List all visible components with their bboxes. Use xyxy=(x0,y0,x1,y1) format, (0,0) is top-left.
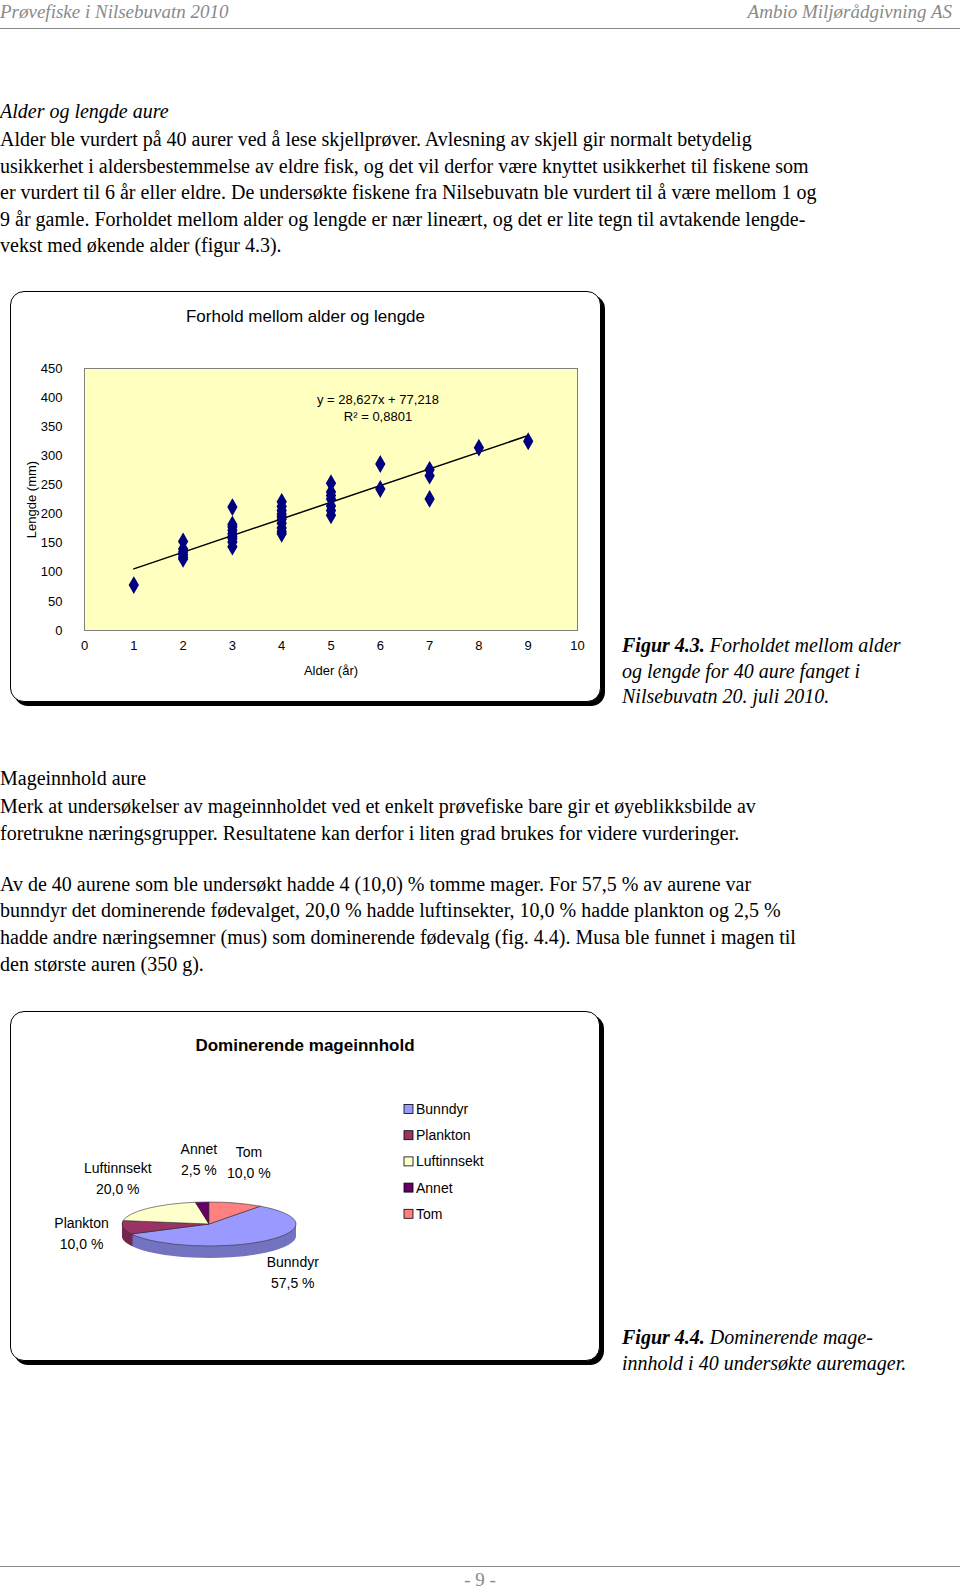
html-text:Prøvefiske i Nilsebuvatn 2010: Prøvefiske i Nilsebuvatn 2010 xyxy=(0,1,229,22)
svg-text:3: 3 xyxy=(229,638,236,653)
svg-text:200: 200 xyxy=(41,506,63,521)
svg-text:Plankton: Plankton xyxy=(416,1127,470,1143)
svg-text:Bunndyr57,5 %: Bunndyr57,5 % xyxy=(267,1254,319,1291)
svg-text:0: 0 xyxy=(55,623,62,638)
svg-text:Annet: Annet xyxy=(416,1180,453,1196)
html-text:Av de 40 aurene som ble unders: Av de 40 aurene som ble undersøkt hadde … xyxy=(0,872,752,895)
html-text:usikkerhet i aldersbestemmelse: usikkerhet i aldersbestemmelse av eldre … xyxy=(0,154,809,177)
svg-text:5: 5 xyxy=(327,638,334,653)
svg-text:100: 100 xyxy=(41,564,63,579)
svg-text:0: 0 xyxy=(81,638,88,653)
svg-text:250: 250 xyxy=(41,477,63,492)
svg-text:2: 2 xyxy=(179,638,186,653)
html-text:Figur 4.3. Forholdet mellom al: Figur 4.3. Forholdet mellom alder xyxy=(622,634,901,656)
html-text:hadde andre næringsemner (mus): hadde andre næringsemner (mus) som domin… xyxy=(0,926,796,948)
svg-text:Tom: Tom xyxy=(416,1206,442,1222)
svg-text:Alder (år): Alder (år) xyxy=(304,663,358,678)
svg-text:350: 350 xyxy=(41,419,63,434)
html-text:vekst med økende alder (figur: vekst med økende alder (figur 4.3). xyxy=(0,234,282,257)
html-text:Nilsebuvatn 20. juli 2010.: Nilsebuvatn 20. juli 2010. xyxy=(622,685,830,707)
svg-text:8: 8 xyxy=(475,638,482,653)
svg-text:1: 1 xyxy=(130,638,137,653)
svg-text:7: 7 xyxy=(426,638,433,653)
html-text:Alder ble vurdert på 40 aurer: Alder ble vurdert på 40 aurer ved å lese… xyxy=(0,128,752,150)
html-text:og lengde for 40 aure fanget i: og lengde for 40 aure fanget i xyxy=(622,659,861,682)
html-text:R² = 0,8801: R² = 0,8801 xyxy=(343,409,413,424)
svg-text:50: 50 xyxy=(48,594,62,609)
html-text:Ambio Miljørådgivning AS: Ambio Miljørådgivning AS xyxy=(747,1,952,22)
html-text:- 9 -: - 9 - xyxy=(464,1569,496,1589)
html-text:Forhold mellom alder og lengde: Forhold mellom alder og lengde xyxy=(186,307,425,326)
svg-text:Lengde (mm): Lengde (mm) xyxy=(24,461,39,538)
svg-text:400: 400 xyxy=(41,390,63,405)
svg-text:Luftinnsekt20,0 %: Luftinnsekt20,0 % xyxy=(84,1160,152,1197)
svg-text:Luftinnsekt: Luftinnsekt xyxy=(416,1153,484,1169)
html-text:er vurdert til 6 år eller eldr: er vurdert til 6 år eller eldre. De unde… xyxy=(0,181,817,204)
html-text:y = 28,627x + 77,218: y = 28,627x + 77,218 xyxy=(316,392,440,407)
svg-text:4: 4 xyxy=(278,638,285,653)
html-text:9 år gamle. Forholdet mellom a: 9 år gamle. Forholdet mellom alder og le… xyxy=(0,207,806,230)
svg-text:9: 9 xyxy=(525,638,532,653)
svg-text:10: 10 xyxy=(570,638,584,653)
html-text:Dominerende mageinnhold: Dominerende mageinnhold xyxy=(195,1036,415,1055)
html-text:innhold i 40 undersøkte aurema: innhold i 40 undersøkte auremager. xyxy=(622,1351,907,1374)
html-text:Alder og lengde aure: Alder og lengde aure xyxy=(0,100,169,122)
svg-text:150: 150 xyxy=(41,535,63,550)
html-text:Merk at undersøkelser av magei: Merk at undersøkelser av mageinnholdet v… xyxy=(0,795,756,817)
svg-text:Tom10,0 %: Tom10,0 % xyxy=(227,1144,271,1181)
html-text:foretrukne næringsgrupper. Res: foretrukne næringsgrupper. Resultatene k… xyxy=(0,821,740,844)
svg-text:6: 6 xyxy=(377,638,384,653)
svg-text:Plankton10,0 %: Plankton10,0 % xyxy=(54,1215,108,1252)
svg-text:Annet2,5 %: Annet2,5 % xyxy=(181,1141,218,1178)
html-text:den største auren (350 g).: den største auren (350 g). xyxy=(0,952,204,975)
svg-text:Bunndyr: Bunndyr xyxy=(416,1101,468,1117)
svg-text:300: 300 xyxy=(41,448,63,463)
html-text:Mageinnhold aure: Mageinnhold aure xyxy=(0,767,147,789)
html-text:Figur 4.4. Dominerende mage-: Figur 4.4. Dominerende mage- xyxy=(622,1326,873,1348)
svg-text:450: 450 xyxy=(41,361,63,376)
html-text:bunndyr det dominerende fødeva: bunndyr det dominerende fødevalget, 20,0… xyxy=(0,899,781,922)
